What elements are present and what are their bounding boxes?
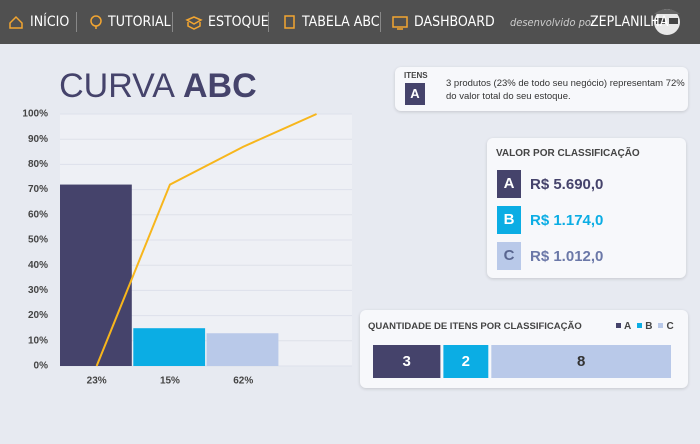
separator (76, 12, 77, 32)
y-tick-label: 80% (28, 159, 48, 170)
class-value: R$ 1.174,0 (530, 212, 604, 229)
x-tick-label: 62% (233, 376, 253, 387)
chart-title: CURVA (59, 67, 175, 105)
brand[interactable]: ZEPLANILHA (590, 14, 669, 30)
legend-swatch (616, 323, 621, 328)
y-tick-label: 40% (28, 260, 48, 271)
valor-title: VALOR POR CLASSIFICAÇÃO (496, 148, 640, 159)
y-tick-label: 30% (28, 285, 48, 296)
quantidade-title: QUANTIDADE DE ITENS POR CLASSIFICAÇÃO (368, 321, 582, 332)
class-letter: C (497, 242, 521, 270)
cumulative-line (95, 113, 317, 367)
itens-letter: A (405, 83, 425, 105)
legend-label: B (645, 321, 653, 332)
nav-icons (9, 9, 680, 35)
bar (206, 333, 279, 366)
legend-swatch (637, 323, 643, 328)
credit: desenvolvido por (510, 16, 596, 29)
legend: A B C (610, 321, 674, 332)
class-letter: B (497, 206, 521, 234)
quantity-label: 3 (403, 353, 411, 370)
separator (380, 12, 381, 32)
quantity-segment (443, 345, 489, 378)
quantity-label: 2 (462, 353, 470, 370)
nav-link[interactable]: TABELA ABC (302, 14, 380, 30)
class-value: R$ 5.690,0 (530, 176, 604, 193)
nav-link[interactable]: INÍCIO (30, 14, 70, 30)
bar (60, 184, 132, 366)
y-tick-label: 100% (22, 109, 48, 120)
separator (268, 12, 269, 32)
chart-title-emphasis: ABC (183, 67, 257, 105)
legend-swatch (658, 323, 664, 328)
itens-panel: ITENS A 3 produtos (23% de todo seu negó… (395, 67, 688, 111)
class-letter: A (497, 170, 521, 198)
legend-label: A (624, 321, 632, 332)
page: INÍCIO TUTORIAL ESTOQUE TABELA ABC DASHB… (0, 0, 700, 388)
valor-panel: VALOR POR CLASSIFICAÇÃO A R$ 5.690,0 B R$ 1… (487, 138, 686, 278)
y-tick-label: 50% (28, 235, 48, 246)
quantity-bar: 3 2 8 (373, 345, 671, 378)
x-tick-label: 15% (160, 376, 180, 387)
quantity-segment (491, 345, 671, 378)
y-tick-label: 70% (28, 184, 48, 195)
itens-text: 3 produtos (23% de todo seu negócio) rep… (446, 78, 685, 102)
top-bar: INÍCIO TUTORIAL ESTOQUE TABELA ABC DASHB… (0, 0, 700, 44)
y-tick-label: 60% (28, 209, 48, 220)
y-tick-label: 10% (28, 335, 48, 346)
nav-link[interactable]: ESTOQUE (208, 14, 269, 30)
y-tick-label: 90% (28, 134, 48, 145)
legend-label: C (666, 321, 674, 332)
quantity-label: 8 (577, 353, 585, 370)
x-tick-label: 23% (87, 376, 107, 387)
separator (172, 12, 173, 32)
y-tick-label: 0% (34, 361, 49, 372)
quantity-segment (373, 345, 441, 378)
class-value: R$ 1.012,0 (530, 248, 604, 265)
quantidade-panel: QUANTIDADE DE ITENS POR CLASSIFICAÇÃO A B… (360, 310, 688, 388)
nav-link[interactable]: TUTORIAL (108, 14, 171, 30)
nav-link[interactable]: DASHBOARD (414, 14, 495, 30)
bar (133, 328, 206, 366)
y-tick-label: 20% (28, 310, 48, 321)
itens-label: ITENS (404, 71, 428, 80)
chart: CURVA ABC 0% 10% 20% 30% 40% 50% 60% 70% 80% 90% 1… (22, 67, 352, 387)
